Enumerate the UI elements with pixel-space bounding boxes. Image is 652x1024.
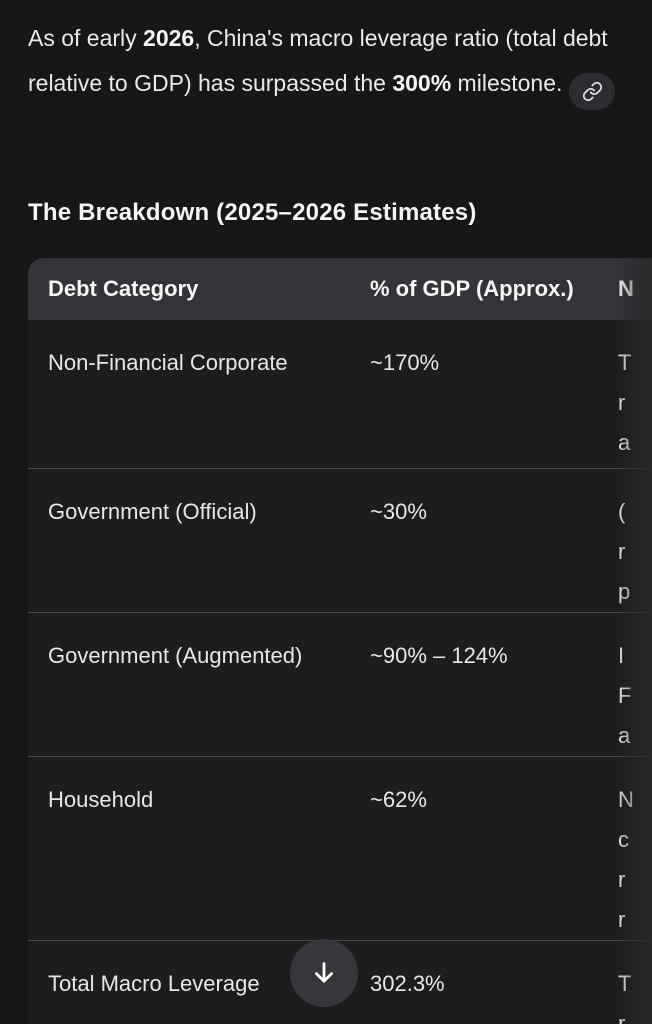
breakdown-table: Debt Category % of GDP (Approx.) N Non-F… bbox=[28, 258, 652, 1024]
intro-paragraph: As of early 2026, China's macro leverage… bbox=[28, 16, 624, 110]
note-line: a bbox=[618, 430, 631, 455]
col-header-pct-gdp: % of GDP (Approx.) bbox=[350, 258, 598, 320]
scroll-to-bottom-button[interactable] bbox=[290, 939, 358, 1007]
col-header-notes: N bbox=[598, 258, 652, 320]
cell-pct: ~170% bbox=[350, 320, 598, 468]
cell-notes: I F a bbox=[598, 612, 652, 756]
section-heading: The Breakdown (2025–2026 Estimates) bbox=[28, 199, 477, 226]
note-line: I bbox=[618, 643, 625, 668]
note-line: ( bbox=[618, 499, 626, 524]
cell-pct: ~30% bbox=[350, 468, 598, 612]
table-row: Government (Official) ~30% ( r p bbox=[28, 468, 652, 612]
note-line: r bbox=[618, 907, 626, 932]
table-header-row: Debt Category % of GDP (Approx.) N bbox=[28, 258, 652, 320]
table-scroll-area[interactable]: Debt Category % of GDP (Approx.) N Non-F… bbox=[28, 258, 652, 1024]
cell-category: Household bbox=[28, 756, 350, 940]
cell-pct: 302.3% bbox=[350, 940, 598, 1024]
table-row: Non-Financial Corporate ~170% T r a bbox=[28, 320, 652, 468]
note-line: T bbox=[618, 350, 632, 375]
arrow-down-icon bbox=[315, 962, 333, 983]
intro-bold-pct: 300% bbox=[392, 70, 452, 96]
note-line: N bbox=[618, 787, 634, 812]
note-line: T bbox=[618, 971, 632, 996]
cell-pct: ~90% – 124% bbox=[350, 612, 598, 756]
cell-notes: T r a bbox=[598, 320, 652, 468]
citation-link-chip[interactable] bbox=[569, 73, 616, 110]
note-line: c bbox=[618, 827, 629, 852]
table-row: Household ~62% N c r r bbox=[28, 756, 652, 940]
note-line: a bbox=[618, 723, 631, 748]
note-line: r bbox=[618, 1011, 626, 1024]
note-line: p bbox=[618, 579, 631, 604]
cell-category: Non-Financial Corporate bbox=[28, 320, 350, 468]
cell-pct: ~62% bbox=[350, 756, 598, 940]
table-row: Government (Augmented) ~90% – 124% I F a bbox=[28, 612, 652, 756]
note-line: r bbox=[618, 539, 626, 564]
cell-notes: N c r r bbox=[598, 756, 652, 940]
note-line: F bbox=[618, 683, 632, 708]
note-line: r bbox=[618, 867, 626, 892]
intro-text-3: milestone. bbox=[451, 70, 563, 96]
note-line: r bbox=[618, 390, 626, 415]
intro-bold-year: 2026 bbox=[143, 25, 195, 51]
cell-category: Government (Official) bbox=[28, 468, 350, 612]
col-header-debt-category: Debt Category bbox=[28, 258, 350, 320]
link-icon bbox=[582, 81, 602, 102]
intro-text-1: As of early bbox=[28, 25, 144, 51]
intro-text-2: , China's macro leverage ratio (total de… bbox=[28, 25, 608, 96]
cell-category: Government (Augmented) bbox=[28, 612, 350, 756]
cell-notes: T r bbox=[598, 940, 652, 1024]
cell-notes: ( r p bbox=[598, 468, 652, 612]
